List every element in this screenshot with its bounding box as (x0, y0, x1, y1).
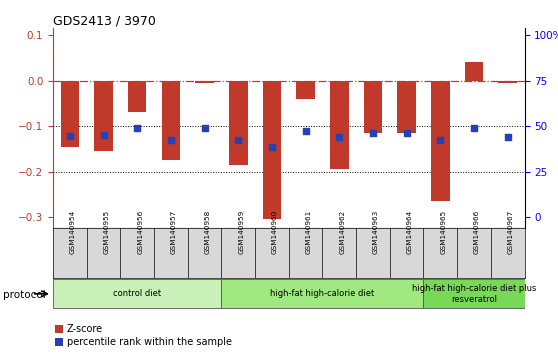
Point (436, 137, 445, 143)
FancyBboxPatch shape (222, 280, 424, 308)
Point (234, 137, 243, 143)
Text: GSM140954: GSM140954 (70, 210, 76, 255)
Point (402, 130, 411, 136)
Point (469, 126, 478, 131)
Bar (195, 81, 214, 83)
Text: GSM140957: GSM140957 (171, 210, 177, 255)
Point (133, 126, 142, 131)
Bar (128, 81, 146, 113)
Bar (94, 81, 113, 151)
Point (65, 133, 74, 139)
Bar (61, 81, 79, 147)
Point (200, 126, 209, 131)
Point (99, 132, 108, 138)
Text: GSM140963: GSM140963 (373, 210, 379, 255)
Bar (431, 81, 450, 201)
Text: GDS2413 / 3970: GDS2413 / 3970 (53, 14, 156, 27)
Point (267, 144, 276, 149)
Text: GSM140960: GSM140960 (272, 210, 278, 255)
Legend: Z-score, percentile rank within the sample: Z-score, percentile rank within the samp… (55, 325, 232, 347)
Text: GSM140959: GSM140959 (238, 210, 244, 255)
Text: GSM140961: GSM140961 (306, 210, 311, 255)
Text: GSM140958: GSM140958 (205, 210, 210, 255)
Point (301, 128, 310, 133)
Text: GSM140955: GSM140955 (104, 210, 109, 255)
Bar (162, 81, 180, 160)
Text: control diet: control diet (113, 289, 161, 298)
Point (335, 135, 344, 140)
Text: high-fat high-calorie diet plus
resveratrol: high-fat high-calorie diet plus resverat… (412, 284, 536, 303)
Bar (364, 81, 382, 133)
Text: GSM140966: GSM140966 (474, 210, 480, 255)
Text: high-fat high-calorie diet: high-fat high-calorie diet (270, 289, 374, 298)
Point (166, 137, 175, 143)
Text: protocol: protocol (3, 290, 46, 299)
Text: GSM140967: GSM140967 (508, 210, 514, 255)
Text: GSM140956: GSM140956 (137, 210, 143, 255)
Bar (397, 81, 416, 133)
Bar (330, 81, 349, 169)
Bar (498, 81, 517, 83)
Bar (229, 81, 248, 165)
Text: GSM140964: GSM140964 (407, 210, 413, 255)
FancyBboxPatch shape (53, 280, 222, 308)
Point (368, 130, 377, 136)
Bar (465, 62, 483, 81)
Bar (263, 81, 281, 219)
Point (503, 135, 512, 140)
Text: GSM140965: GSM140965 (440, 210, 446, 255)
Bar (296, 81, 315, 99)
Text: GSM140962: GSM140962 (339, 210, 345, 255)
FancyBboxPatch shape (424, 280, 525, 308)
